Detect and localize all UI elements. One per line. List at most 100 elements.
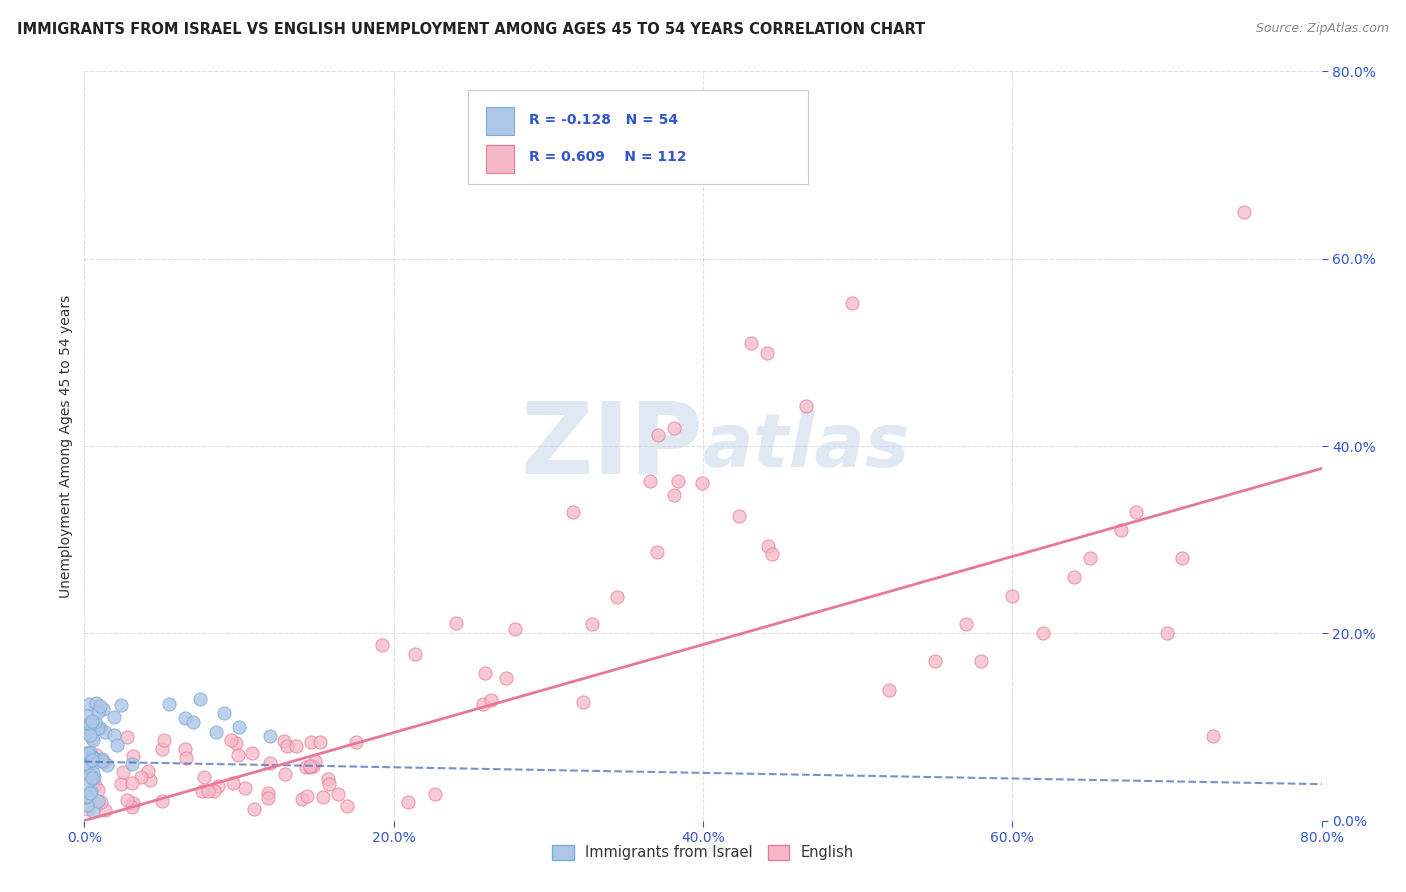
Point [79, 768, 101, 782]
Point [606, 590, 628, 604]
Point [121, 756, 143, 771]
Text: atlas: atlas [703, 409, 911, 483]
Point [225, 736, 247, 750]
Point [371, 638, 394, 652]
Point [318, 772, 340, 787]
Point [471, 697, 494, 711]
Point [233, 780, 256, 795]
Point [1063, 570, 1085, 584]
Point [80, 714, 103, 729]
Point [75, 778, 97, 792]
Point [121, 749, 143, 764]
Point [103, 727, 125, 741]
Point [273, 733, 295, 747]
Point [75, 789, 97, 804]
Point [87, 794, 110, 808]
Point [79, 786, 101, 800]
Point [285, 739, 308, 753]
Point [79, 745, 101, 759]
Point [444, 615, 467, 630]
Point [75, 757, 97, 772]
Point [645, 545, 668, 559]
Text: Source: ZipAtlas.com: Source: ZipAtlas.com [1256, 22, 1389, 36]
Point [756, 346, 779, 360]
Point [326, 787, 349, 801]
Point [295, 789, 318, 803]
Point [503, 623, 526, 637]
Point [479, 693, 502, 707]
Point [1233, 205, 1256, 219]
Point [75, 746, 97, 760]
Point [84, 778, 107, 792]
Point [794, 399, 817, 413]
Point [257, 786, 280, 800]
Point [153, 733, 176, 747]
Point [76, 789, 98, 803]
Y-axis label: Unemployment Among Ages 45 to 54 years: Unemployment Among Ages 45 to 54 years [59, 294, 73, 598]
Point [1078, 551, 1101, 566]
Point [299, 735, 322, 749]
Point [664, 488, 686, 502]
Point [91, 702, 114, 716]
Point [291, 792, 314, 806]
Point [77, 697, 100, 711]
Point [298, 759, 321, 773]
Point [129, 771, 152, 785]
Point [83, 770, 105, 784]
Point [93, 755, 115, 769]
Point [77, 802, 100, 816]
Point [82, 771, 104, 785]
Point [82, 804, 104, 818]
Point [93, 724, 115, 739]
Point [87, 782, 110, 797]
Point [86, 705, 108, 719]
Point [572, 695, 595, 709]
Point [761, 547, 783, 561]
Point [396, 795, 419, 809]
Point [83, 714, 105, 729]
Point [159, 697, 180, 711]
Point [83, 756, 105, 771]
Point [257, 790, 280, 805]
Point [690, 476, 713, 491]
Point [193, 770, 215, 784]
Point [76, 709, 98, 723]
Point [756, 539, 779, 553]
Text: R = 0.609    N = 112: R = 0.609 N = 112 [529, 150, 686, 164]
Point [740, 335, 762, 350]
Point [336, 799, 359, 814]
Point [259, 730, 281, 744]
Point [205, 724, 228, 739]
Point [121, 799, 143, 814]
Text: IMMIGRANTS FROM ISRAEL VS ENGLISH UNEMPLOYMENT AMONG AGES 45 TO 54 YEARS CORRELA: IMMIGRANTS FROM ISRAEL VS ENGLISH UNEMPL… [17, 22, 925, 37]
Point [174, 710, 197, 724]
Point [77, 754, 100, 768]
Point [423, 787, 446, 801]
Point [94, 804, 117, 818]
Point [304, 754, 326, 768]
Point [115, 730, 138, 744]
Point [152, 794, 174, 808]
Point [82, 765, 104, 780]
Point [174, 751, 197, 765]
Point [474, 666, 496, 681]
Point [1156, 626, 1178, 640]
Point [207, 780, 229, 794]
Point [561, 504, 583, 518]
Point [90, 795, 112, 809]
Point [243, 802, 266, 816]
Point [138, 772, 160, 787]
Point [82, 749, 104, 764]
Point [89, 698, 111, 713]
Point [647, 428, 669, 442]
Point [581, 616, 603, 631]
Point [90, 752, 112, 766]
Point [841, 296, 863, 310]
Point [318, 776, 340, 790]
Point [970, 655, 993, 669]
Point [110, 698, 132, 712]
Point [76, 798, 98, 813]
Point [197, 783, 219, 797]
Point [110, 777, 132, 791]
FancyBboxPatch shape [468, 90, 808, 184]
